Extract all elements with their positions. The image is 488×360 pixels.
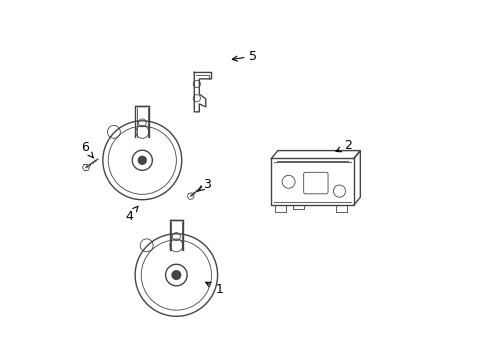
Circle shape	[138, 156, 146, 165]
Circle shape	[171, 270, 181, 280]
Text: 3: 3	[198, 178, 210, 192]
Text: 6: 6	[81, 141, 93, 158]
Text: 5: 5	[232, 50, 257, 63]
Text: 4: 4	[125, 206, 138, 223]
Text: 1: 1	[205, 282, 223, 296]
Text: 2: 2	[335, 139, 352, 152]
